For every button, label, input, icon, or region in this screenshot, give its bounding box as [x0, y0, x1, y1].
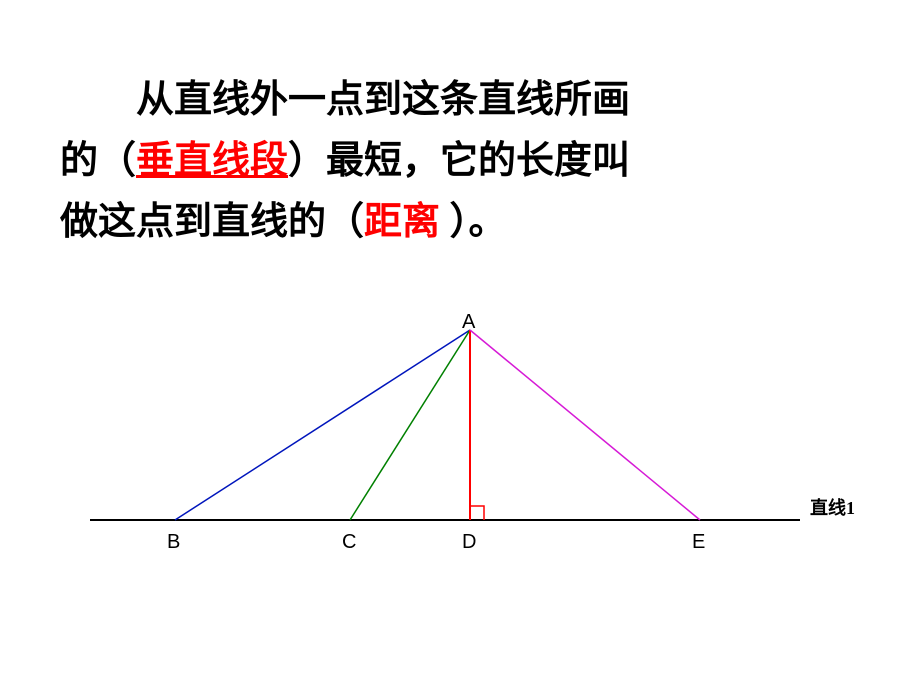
- text-seg-4: 做这点到直线的（: [60, 201, 364, 243]
- point-label-B: B: [167, 531, 180, 553]
- point-label-A: A: [462, 311, 476, 333]
- keyword-distance: 距离: [364, 201, 440, 243]
- segment-AB: [175, 330, 470, 520]
- point-label-D: D: [462, 531, 476, 553]
- keyword-perpendicular: 垂直线段: [136, 140, 288, 182]
- geometry-diagram: A B C D E 直线1: [60, 300, 860, 620]
- diagram-svg: A B C D E 直线1: [60, 300, 860, 620]
- line-name-label: 直线1: [810, 497, 855, 518]
- point-label-E: E: [692, 531, 705, 553]
- right-angle-marker: [470, 506, 484, 520]
- text-seg-1: 从直线外一点到这条直线所画: [136, 79, 630, 121]
- text-seg-3: ）最短，它的长度叫: [288, 140, 630, 182]
- point-label-C: C: [342, 531, 356, 553]
- segment-AC: [350, 330, 470, 520]
- segment-AE: [470, 330, 700, 520]
- text-seg-5: ）。: [440, 201, 507, 243]
- text-seg-2: 的（: [60, 140, 136, 182]
- statement-text: 从直线外一点到这条直线所画 的（垂直线段）最短，它的长度叫 做这点到直线的（距离…: [60, 70, 860, 252]
